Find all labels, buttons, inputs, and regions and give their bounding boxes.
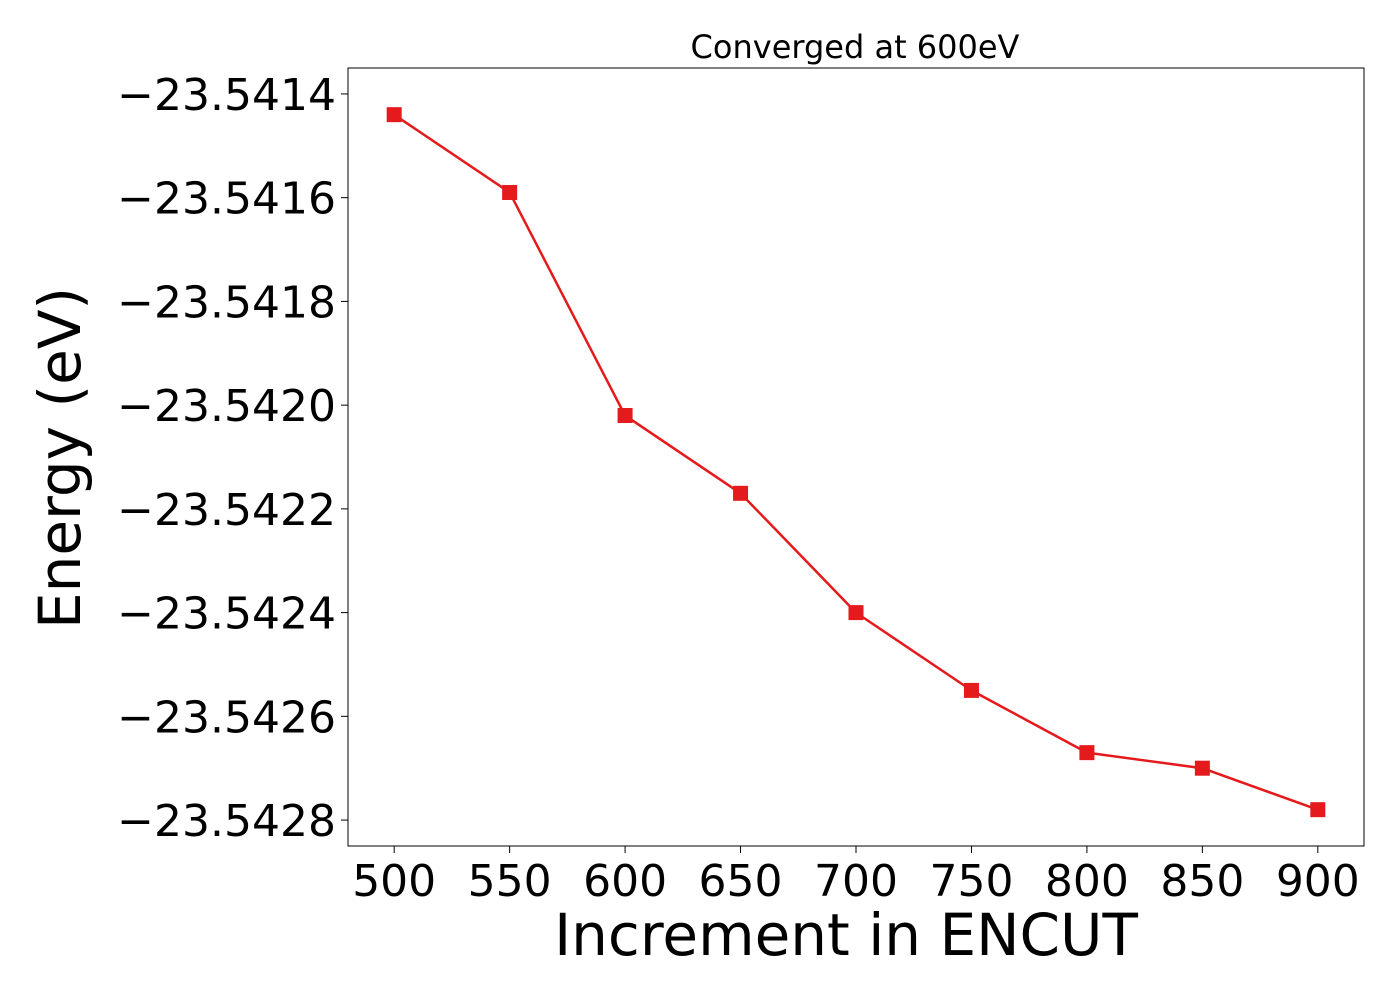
- data-point-marker: [617, 408, 633, 424]
- x-axis-label: Increment in ENCUT: [554, 901, 1138, 969]
- series-line: [393, 113, 1319, 811]
- x-tick-label: 850: [1160, 856, 1244, 907]
- chart-title: Converged at 600eV: [691, 28, 1020, 66]
- y-axis-label: Energy (eV): [26, 287, 94, 629]
- data-point-marker: [733, 485, 749, 501]
- x-tick-label: 650: [699, 856, 783, 907]
- data-point-marker: [386, 107, 402, 123]
- data-point-marker: [1079, 745, 1095, 761]
- data-point-marker: [502, 184, 518, 200]
- x-axis-ticks: 500 550 600 650 700 750 800 850 900: [352, 846, 1360, 907]
- x-tick-label: 800: [1045, 856, 1129, 907]
- y-axis-ticks: −23.5414 −23.5416 −23.5418 −23.5420 −23.5422…: [117, 70, 348, 847]
- data-point-marker: [1194, 760, 1210, 776]
- plot-area: [347, 67, 1365, 847]
- y-tick-label: −23.5418: [117, 277, 336, 328]
- y-tick-label: −23.5426: [117, 692, 336, 743]
- y-tick-label: −23.5428: [117, 796, 336, 847]
- x-tick-label: 750: [929, 856, 1013, 907]
- data-point-marker: [848, 605, 864, 621]
- x-tick-label: 500: [352, 856, 436, 907]
- y-tick-label: −23.5414: [117, 70, 336, 121]
- y-tick-label: −23.5424: [117, 589, 336, 640]
- x-tick-label: 700: [814, 856, 898, 907]
- data-point-marker: [963, 682, 979, 698]
- data-point-marker: [1310, 802, 1326, 818]
- x-tick-label: 550: [468, 856, 552, 907]
- axes-frame: [347, 67, 1365, 847]
- y-tick-label: −23.5422: [117, 485, 336, 536]
- y-tick-label: −23.5420: [117, 381, 336, 432]
- x-tick-label: 600: [583, 856, 667, 907]
- x-tick-label: 900: [1276, 856, 1360, 907]
- y-tick-label: −23.5416: [117, 174, 336, 225]
